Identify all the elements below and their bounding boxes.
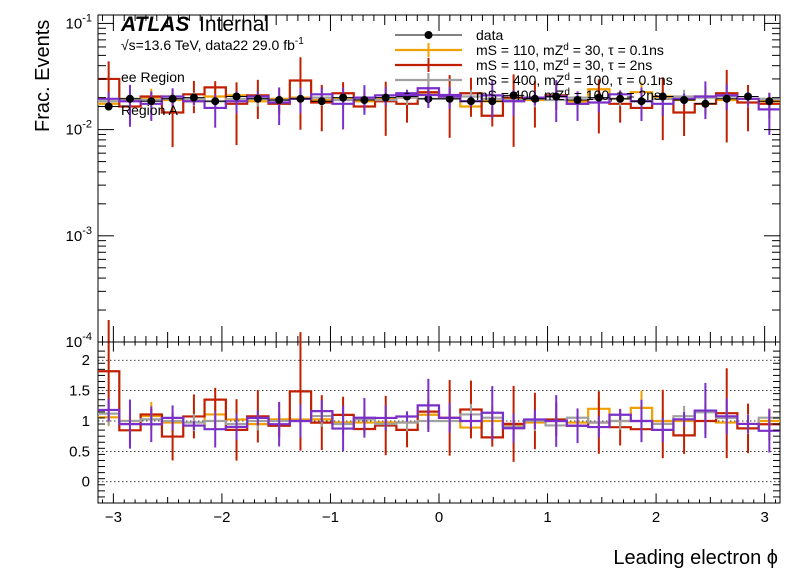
legend-label: mS = 400, mZd = 100, τ = 2ns: [476, 87, 661, 103]
region-label-1: ee Region: [121, 69, 185, 85]
data-point: [125, 94, 134, 103]
y-tick-label: 10-3: [66, 225, 92, 245]
legend-marker-data: [424, 31, 433, 39]
data-point: [147, 97, 156, 106]
legend-label: mS = 110, mZd = 30, τ = 2ns: [476, 57, 652, 73]
legend-label-rest: = 30, τ = 2ns: [569, 57, 652, 73]
legend-label-main: mS = 400, mZ: [476, 72, 565, 88]
x-tick-label: −2: [213, 509, 230, 526]
y-axis-label: Frac. Events: [32, 20, 54, 132]
ratio-y-tick-label: 0: [82, 474, 90, 491]
data-point: [339, 93, 348, 102]
x-tick-label: 1: [543, 509, 551, 526]
data-point: [765, 97, 774, 106]
legend-label-sub: d: [563, 57, 569, 68]
atlas-label: ATLAS: [120, 13, 189, 36]
data-point: [317, 97, 326, 106]
data-point: [296, 94, 305, 103]
ratio-y-tick-label: 0.5: [69, 443, 90, 460]
data-point: [616, 94, 625, 103]
data-point: [573, 96, 582, 105]
data-point: [680, 96, 689, 105]
legend-label-sub: d: [564, 87, 570, 98]
data-point: [466, 97, 475, 106]
data-point: [275, 96, 284, 105]
data-point: [381, 93, 390, 102]
data-point: [658, 92, 667, 101]
ratio-y-tick-label: 2: [82, 352, 90, 369]
legend-label-main: mS = 400, mZ: [476, 87, 565, 103]
data-point: [722, 94, 731, 103]
legend-label-main: mS = 110, mZ: [476, 42, 564, 58]
ratio-line-4: [98, 404, 780, 432]
data-point: [253, 94, 262, 103]
energy-sup: -1: [295, 36, 304, 47]
axes-layer: 10-110-210-310-400.511.52−3 −2 −1 0 1 2 3: [66, 12, 780, 526]
ratio-layer: [98, 320, 780, 462]
y-tick-exp: -1: [82, 12, 92, 24]
y-tick-base: 10: [66, 334, 83, 351]
data-point: [189, 93, 198, 102]
legend-label-main: mS = 110, mZ: [476, 57, 564, 73]
x-tick-label: 0: [435, 509, 443, 526]
legend-label-rest: = 100, τ = 2ns: [570, 87, 661, 103]
y-tick-exp: -3: [82, 225, 92, 237]
data-point: [701, 99, 710, 108]
y-tick-label: 10-2: [66, 119, 92, 139]
ratio-y-tick-label: 1.5: [69, 383, 90, 400]
y-tick-base: 10: [66, 228, 83, 245]
data-point: [509, 91, 518, 100]
data-point: [594, 93, 603, 102]
hist-line-4: [98, 87, 780, 111]
legend-label-rest: = 100, τ = 0.1ns: [570, 72, 673, 88]
data-point: [168, 94, 177, 103]
ratio-y-tick-label: 1: [82, 413, 90, 430]
data-point: [637, 97, 646, 106]
data-point: [403, 92, 412, 101]
legend-label: data: [476, 27, 503, 43]
data-point: [232, 92, 241, 101]
x-tick-label: 2: [652, 509, 660, 526]
legend-label: mS = 400, mZd = 100, τ = 0.1ns: [476, 72, 673, 88]
y-tick-base: 10: [66, 15, 83, 32]
data-point: [360, 96, 369, 105]
data-point: [104, 102, 113, 111]
y-tick-label: 10-4: [66, 331, 92, 351]
data-point: [744, 92, 753, 101]
legend-label-sub: d: [564, 72, 570, 83]
data-point: [211, 97, 220, 106]
x-tick-label: 3: [760, 509, 768, 526]
data-point: [552, 92, 561, 101]
x-axis-label: Leading electron ϕ: [613, 547, 778, 569]
legend-label-rest: = 30, τ = 0.1ns: [569, 42, 664, 58]
energy-label: √s=13.6 TeV, data22 29.0 fb-1: [121, 36, 304, 53]
energy-text: √s=13.6 TeV, data22 29.0 fb: [121, 37, 295, 53]
internal-label: Internal: [199, 13, 269, 36]
y-tick-exp: -4: [82, 331, 92, 343]
region-label-2: Region A: [121, 102, 178, 118]
data-point: [488, 97, 497, 106]
y-tick-base: 10: [66, 122, 83, 139]
legend-label: mS = 110, mZd = 30, τ = 0.1ns: [476, 42, 664, 58]
x-tick-label: −3: [105, 509, 122, 526]
y-tick-label: 10-1: [66, 12, 92, 32]
x-tick-label: −1: [322, 509, 339, 526]
legend-label-sub: d: [563, 42, 569, 53]
data-point: [445, 94, 454, 103]
y-tick-exp: -2: [82, 119, 92, 131]
data-point: [530, 94, 539, 103]
